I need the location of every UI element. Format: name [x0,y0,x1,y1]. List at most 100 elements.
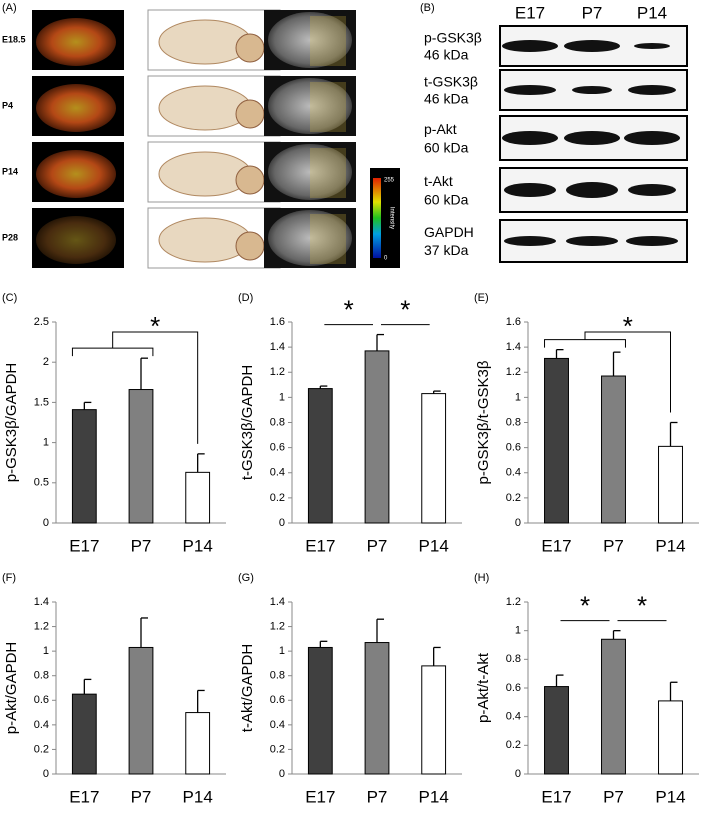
y-tick-label: 1.6 [270,316,285,328]
heatmap-brain [36,216,116,264]
blot-band [504,85,556,95]
mri-brain [268,78,352,134]
scale-bar [373,178,381,258]
y-tick-label: 0.4 [34,719,49,731]
y-tick-label: 0.8 [270,416,285,428]
blot-name: p-Akt [424,121,457,137]
blot-band [628,184,676,196]
y-tick-label: 1 [279,391,285,403]
mri-brain [268,12,352,68]
blot-band [628,85,676,95]
y-tick-label: 0 [279,768,285,780]
y-tick-label: 0.4 [270,719,285,731]
y-tick-label: 0.6 [270,442,285,454]
y-tick-label: 0.5 [34,477,49,489]
significance-mark: * [580,591,590,621]
bar [601,375,626,524]
y-axis-label: p-Akt/t-Akt [475,652,492,723]
mri-overlay [310,82,346,132]
y-tick-label: 1.4 [270,341,285,353]
x-tick-label: E17 [541,787,571,806]
y-tick-label: 1.4 [34,596,49,608]
y-tick-label: 2 [43,356,49,368]
y-tick-label: 0 [279,517,285,529]
chart-label: (E) [474,292,489,304]
x-tick-label: E17 [69,536,99,555]
heatmap-brain [36,18,116,66]
y-tick-label: 1 [515,625,521,637]
mri-brain [268,210,352,266]
x-tick-label: P14 [655,536,685,555]
lane-label: E17 [515,3,545,22]
y-tick-label: 0.2 [506,492,521,504]
x-tick-label: E17 [305,787,335,806]
y-tick-label: 0.4 [506,711,521,723]
significance-mark: * [623,311,633,341]
y-tick-label: 0.4 [506,467,521,479]
scale-min: 0 [384,256,388,262]
x-tick-label: P14 [655,787,685,806]
row-label: E18.5 [2,34,26,44]
y-tick-label: 1.2 [506,366,521,378]
panel-label: (B) [420,2,435,14]
blot-band [502,131,558,145]
blot-name: t-Akt [424,173,453,189]
y-tick-label: 1 [43,645,49,657]
row-label: P4 [2,100,13,110]
y-tick-label: 0.2 [34,743,49,755]
row-label: P14 [2,166,18,176]
x-tick-label: E17 [69,787,99,806]
y-tick-label: 1.2 [270,620,285,632]
histology-cerebellum [235,99,265,129]
y-tick-label: 0 [43,517,49,529]
bar [185,712,211,775]
histology-cerebellum [235,231,265,261]
blot-band [504,183,556,197]
bar [185,471,211,524]
y-tick-label: 1.4 [506,341,521,353]
chart-label: (H) [474,572,489,584]
x-tick-label: P7 [603,787,624,806]
bar [421,665,447,775]
y-tick-label: 0.2 [270,743,285,755]
significance-mark: * [344,294,354,324]
x-tick-label: P7 [603,536,624,555]
y-tick-label: 0 [515,768,521,780]
bar [307,646,333,775]
bar [364,350,390,524]
y-tick-label: 1.4 [270,596,285,608]
lane-label: P7 [582,3,603,22]
significance-mark: * [150,311,160,341]
bar [128,646,154,775]
panel-label: (A) [2,2,17,14]
bar [307,388,333,524]
x-tick-label: P14 [419,536,449,555]
mri-overlay [310,16,346,66]
blot-size: 37 kDa [424,242,469,258]
row-label: P28 [2,232,18,242]
y-tick-label: 0 [515,517,521,529]
panel-a: E18.5 P4 P14 P28 255 0 Intensity [2,9,400,269]
blot-size: 46 kDa [424,90,469,106]
y-tick-label: 0.8 [34,670,49,682]
bar [544,686,569,775]
blot-band [566,236,618,246]
x-tick-label: E17 [305,536,335,555]
y-tick-label: 1 [279,645,285,657]
blot-band [626,236,678,246]
bar [71,409,97,524]
blot-name: GAPDH [424,224,474,240]
y-tick-label: 1.6 [506,316,521,328]
y-tick-label: 0.6 [270,694,285,706]
blot-band [566,182,618,198]
histology-cerebellum [235,165,265,195]
x-tick-label: P7 [131,536,152,555]
bar [364,642,390,775]
mri-overlay [310,148,346,198]
y-tick-label: 0.6 [506,442,521,454]
significance-mark: * [637,591,647,621]
chart-label: (C) [2,292,17,304]
mri-overlay [310,214,346,264]
y-tick-label: 1.2 [506,596,521,608]
bar [421,393,447,524]
